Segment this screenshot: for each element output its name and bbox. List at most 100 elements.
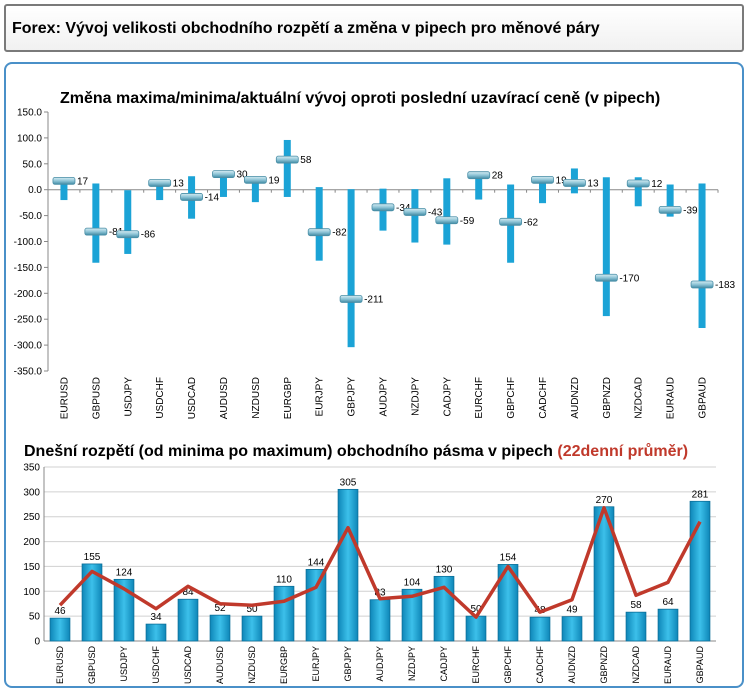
chart1-y-tick-label: 0.0 — [28, 185, 42, 196]
chart2-y-tick-label: 200 — [23, 537, 40, 548]
chart1-current-marker — [307, 228, 331, 237]
chart2-data-label: 83 — [374, 588, 386, 599]
chart1-current-marker — [148, 179, 172, 187]
chart1-current-marker — [339, 295, 363, 303]
chart1-data-label: 58 — [300, 155, 312, 166]
chart2-category-label: GBPCHF — [503, 646, 513, 684]
chart2-data-label: 130 — [436, 564, 453, 575]
chart1-range-bar — [602, 177, 610, 317]
chart2-data-label: 50 — [246, 604, 258, 615]
chart2-data-label: 281 — [692, 489, 709, 500]
chart2-bar — [209, 614, 231, 642]
chart1-data-label: 17 — [77, 176, 89, 187]
chart1-range-bar — [156, 180, 164, 201]
chart1-current-marker — [531, 175, 554, 184]
chart1-data-label: 13 — [587, 178, 599, 189]
chart1-data-label: -39 — [683, 205, 698, 216]
chart1-category-label: EURAUD — [666, 377, 677, 419]
chart1-category-label: AUDNZD — [570, 377, 581, 419]
chart1-category-label: GBPAUD — [698, 377, 709, 419]
chart1-data-label: 19 — [268, 175, 280, 186]
chart1-data-label: -183 — [715, 280, 735, 291]
chart1-y-tick-label: 100.0 — [17, 133, 42, 144]
chart1-data-label: 12 — [651, 179, 663, 190]
chart2-bar — [273, 585, 295, 642]
chart1-current-marker — [212, 170, 235, 179]
chart1-range-bar — [219, 171, 227, 197]
chart2-title-accent: (22denní průměr) — [557, 443, 688, 460]
chart2-category-label: GBPJPY — [343, 646, 353, 682]
chart2-bar — [145, 623, 167, 642]
chart1-category-label: AUDJPY — [379, 377, 390, 417]
bar-chart: 350 300 250 200 150 100 50 0 46 EURUSD 155 GBPUSD 12… — [23, 463, 716, 685]
chart2-category-label: GBPAUD — [695, 646, 705, 684]
chart2-bar — [305, 569, 327, 642]
chart1-range-bar — [698, 183, 706, 329]
chart2-data-label: 84 — [182, 587, 194, 598]
chart2-data-label: 46 — [54, 606, 66, 617]
chart1-category-label: AUDUSD — [219, 377, 230, 419]
chart1-category-label: GBPNZD — [602, 377, 613, 419]
chart1-category-label: EURJPY — [315, 377, 326, 417]
chart1-data-label: -170 — [619, 273, 639, 284]
chart2-category-label: NZDUSD — [247, 646, 257, 684]
chart1-data-label: -34 — [396, 203, 411, 214]
chart2-category-label: GBPUSD — [87, 646, 97, 685]
chart1-current-marker — [467, 171, 491, 180]
chart1-category-label: USDCAD — [187, 377, 198, 419]
chart1-current-marker — [563, 179, 586, 187]
chart2-bar — [465, 615, 487, 642]
chart1-category-label: NZDCAD — [634, 377, 645, 419]
chart2-data-label: 144 — [308, 557, 325, 568]
chart2-category-label: NZDCAD — [631, 646, 641, 684]
chart1-range-bar — [475, 172, 483, 200]
chart1-data-label: 30 — [236, 170, 248, 181]
chart1-data-label: 28 — [492, 171, 504, 182]
chart1-current-marker — [84, 227, 108, 236]
chart1-y-tick-label: -350.0 — [14, 367, 43, 378]
chart1-y-tick-label: -100.0 — [14, 237, 43, 248]
chart2-category-label: USDCAD — [183, 646, 193, 685]
chart2-data-label: 270 — [596, 495, 613, 506]
chart1-category-label: EURCHF — [474, 377, 485, 419]
chart2-category-label: EURJPY — [311, 646, 321, 682]
chart2-title-main: Dnešní rozpětí (od minima po maximum) ob… — [24, 443, 553, 460]
chart2-data-label: 110 — [276, 574, 292, 585]
chart2-category-label: EURGBP — [279, 646, 289, 684]
chart1-category-label: GBPUSD — [91, 377, 102, 419]
chart2-bar — [529, 616, 551, 642]
chart1-y-tick-label: -300.0 — [14, 341, 43, 352]
chart2-bar — [689, 500, 711, 642]
chart2-y-tick-label: 350 — [23, 463, 40, 474]
chart1-range-bar — [315, 187, 323, 261]
chart2-bar — [81, 563, 103, 642]
chart1-current-marker — [52, 176, 76, 185]
page-title: Forex: Vývoj velikosti obchodního rozpět… — [12, 20, 600, 37]
chart1-category-label: CADCHF — [538, 377, 549, 419]
chart2-category-label: EURCHF — [471, 645, 481, 683]
chart2-data-label: 155 — [84, 552, 101, 563]
chart1-range-bar — [539, 177, 547, 204]
chart2-category-label: AUDUSD — [215, 646, 225, 685]
chart1-title: Změna maxima/minima/aktuální vývoj oprot… — [60, 90, 660, 107]
chart2-y-tick-label: 0 — [34, 637, 40, 648]
chart1-range-bar — [92, 183, 100, 263]
chart1-range-bar — [443, 178, 451, 245]
chart1-current-marker — [116, 230, 140, 239]
chart2-category-label: GBPNZD — [599, 646, 609, 684]
chart2-bar — [625, 611, 647, 642]
chart1-category-label: NZDJPY — [410, 377, 421, 416]
chart1-current-marker — [658, 206, 682, 214]
chart1-data-label: -43 — [428, 207, 443, 218]
chart1-data-label: 13 — [173, 178, 185, 189]
chart2-data-label: 58 — [630, 600, 642, 611]
chart2-title: Dnešní rozpětí (od minima po maximum) ob… — [24, 443, 688, 460]
chart1-category-label: USDJPY — [123, 377, 134, 417]
chart1-current-marker — [626, 179, 650, 188]
chart2-y-tick-label: 150 — [23, 562, 40, 573]
chart1-range-bar — [124, 190, 132, 254]
chart2-category-label: NZDJPY — [407, 646, 417, 681]
chart2-category-label: CADJPY — [439, 646, 449, 682]
chart1-y-tick-label: -250.0 — [14, 315, 43, 326]
chart2-bar — [241, 615, 263, 642]
